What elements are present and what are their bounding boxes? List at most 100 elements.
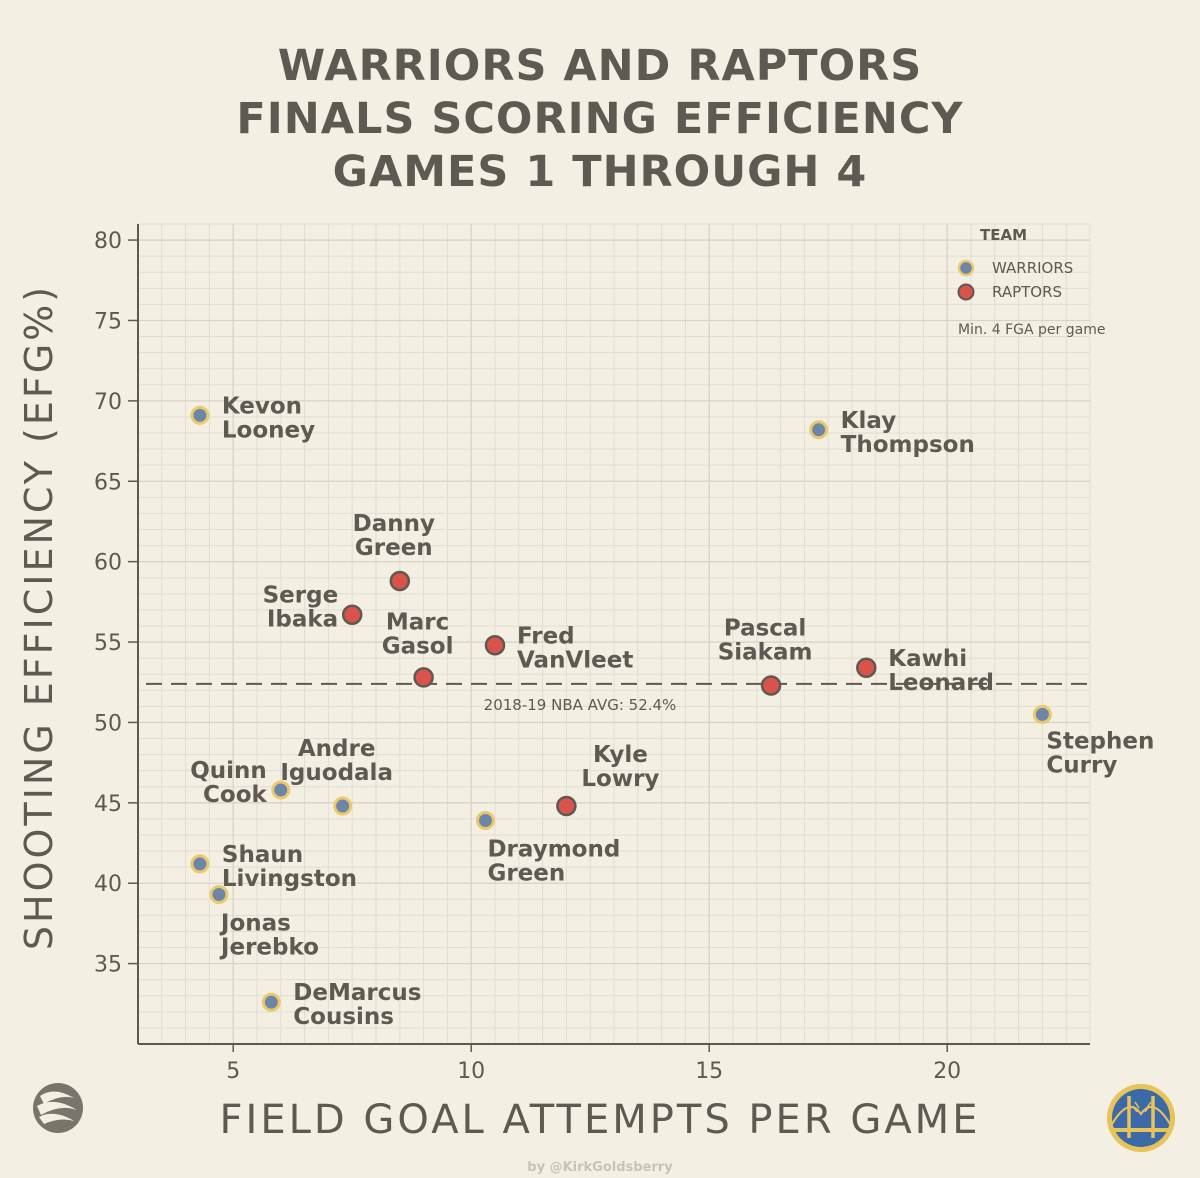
y-tick-label: 35: [94, 953, 122, 978]
point-label-line: Green: [487, 861, 565, 887]
point-label: Andre Iguodala: [280, 736, 393, 786]
point-label-line: Gasol: [382, 633, 454, 659]
data-point-warriors: [190, 405, 210, 425]
y-tick-label: 80: [94, 229, 122, 254]
point-label-line: Iguodala: [280, 760, 393, 786]
y-tick-label: 55: [94, 631, 122, 656]
data-point-warriors: [261, 992, 281, 1012]
data-point-raptors: [389, 570, 411, 592]
data-point-warriors: [190, 854, 210, 874]
point-label: Kevon Looney: [222, 393, 315, 443]
warriors-bridge-logo-icon: [1107, 1084, 1175, 1152]
point-label: Stephen Curry: [1046, 728, 1154, 778]
data-points: [190, 405, 1052, 1012]
point-label: Serge Ibaka: [263, 583, 339, 633]
title-line-3: GAMES 1 THROUGH 4: [332, 147, 868, 197]
legend-warriors-label: WARRIORS: [992, 259, 1073, 277]
raptors-claw-logo-icon: [33, 1083, 83, 1133]
point-label-line: Livingston: [222, 866, 357, 892]
reference-line-label: 2018-19 NBA AVG: 52.4%: [484, 696, 677, 714]
point-label: Kawhi Leonard: [888, 646, 994, 696]
point-label-line: Stephen: [1046, 728, 1154, 754]
point-label-line: Thompson: [841, 432, 975, 458]
legend-raptors-label: RAPTORS: [992, 283, 1062, 301]
y-tick-label: 70: [94, 390, 122, 415]
chart-title: WARRIORS AND RAPTORS FINALS SCORING EFFI…: [0, 40, 1200, 199]
x-tick-label: 5: [226, 1059, 240, 1084]
point-label-line: Quinn: [190, 758, 267, 784]
legend-warriors-marker: [957, 259, 975, 277]
point-label-line: VanVleet: [517, 647, 633, 673]
data-point-raptors: [856, 657, 877, 679]
grid-minor: [137, 223, 1091, 1044]
data-point-warriors: [475, 811, 495, 831]
point-label-line: Cousins: [293, 1004, 394, 1030]
data-point-warriors: [1032, 704, 1052, 724]
point-label-line: DeMarcus: [293, 980, 421, 1006]
point-label: Marc Gasol: [382, 609, 454, 659]
data-point-warriors: [209, 884, 229, 904]
x-axis-label: FIELD GOAL ATTEMPTS PER GAME: [220, 1097, 981, 1143]
y-axis-label: SHOOTING EFFICIENCY (EFG%): [17, 284, 61, 950]
point-label-line: Looney: [222, 417, 315, 443]
point-label-line: Green: [355, 535, 433, 561]
point-label: Shaun Livingston: [222, 842, 357, 892]
point-label-line: Kyle: [593, 742, 648, 768]
point-label: Danny Green: [353, 511, 435, 561]
point-label-line: Jonas: [219, 910, 291, 936]
point-label: Pascal Siakam: [718, 615, 813, 665]
point-label: Kyle Lowry: [581, 742, 659, 792]
x-tick-label: 15: [695, 1059, 723, 1084]
tick-labels: 5 10 15 20 35 40 45 50 55 60 65 70 75 80: [94, 229, 961, 1084]
legend-note: Min. 4 FGA per game: [958, 322, 1105, 338]
data-point-raptors: [413, 667, 434, 688]
point-label-line: Lowry: [581, 766, 659, 792]
point-label-line: Andre: [298, 736, 376, 762]
point-label-line: Kevon: [222, 393, 302, 419]
point-label: Draymond Green: [487, 837, 620, 887]
data-point-raptors: [760, 675, 782, 696]
x-tick-label: 20: [933, 1059, 961, 1084]
y-tick-label: 60: [94, 551, 122, 576]
point-label: Klay Thompson: [841, 408, 975, 458]
point-labels: Kevon Looney Klay Thompson Stephen Curry Quinn…: [190, 393, 1154, 1030]
legend-title: TEAM: [980, 226, 1027, 244]
title-line-2: FINALS SCORING EFFICIENCY: [236, 94, 964, 144]
point-label-line: Jerebko: [219, 934, 319, 960]
y-tick-label: 45: [94, 792, 122, 817]
point-label: DeMarcus Cousins: [293, 980, 421, 1030]
point-label-line: Marc: [386, 609, 449, 635]
point-label-line: Klay: [841, 408, 897, 434]
point-label-line: Cook: [203, 782, 267, 808]
y-tick-label: 65: [94, 470, 122, 495]
point-label-line: Fred: [517, 623, 575, 649]
point-label: Jonas Jerebko: [219, 910, 319, 960]
legend-raptors-marker: [957, 283, 975, 301]
point-label-line: Ibaka: [267, 607, 338, 633]
point-label-line: Serge: [263, 583, 339, 609]
data-point-raptors: [556, 795, 577, 817]
axis-titles: FIELD GOAL ATTEMPTS PER GAME SHOOTING EF…: [17, 284, 981, 1143]
legend: TEAM WARRIORS RAPTORS Min. 4 FGA per gam…: [957, 226, 1105, 338]
point-label-line: Danny: [353, 511, 435, 537]
y-tick-label: 40: [94, 872, 122, 897]
y-tick-label: 75: [94, 309, 122, 334]
axes: [137, 224, 1090, 1045]
data-point-raptors: [484, 635, 506, 656]
data-point-warriors: [333, 796, 353, 816]
point-label-line: Siakam: [718, 639, 813, 665]
point-label-line: Draymond: [487, 837, 620, 863]
data-point-warriors: [809, 420, 829, 440]
credit-text: by @KirkGoldsberry: [527, 1160, 673, 1175]
data-point-raptors: [341, 604, 363, 625]
title-line-1: WARRIORS AND RAPTORS: [277, 41, 923, 91]
point-label-line: Curry: [1046, 752, 1117, 778]
reference-line-group: 2018-19 NBA AVG: 52.4%: [146, 682, 1090, 714]
point-label-line: Shaun: [222, 842, 303, 868]
x-tick-label: 10: [457, 1059, 485, 1084]
y-tick-label: 50: [94, 711, 122, 736]
point-label-line: Kawhi: [888, 646, 967, 672]
point-label: Fred VanVleet: [517, 623, 633, 673]
